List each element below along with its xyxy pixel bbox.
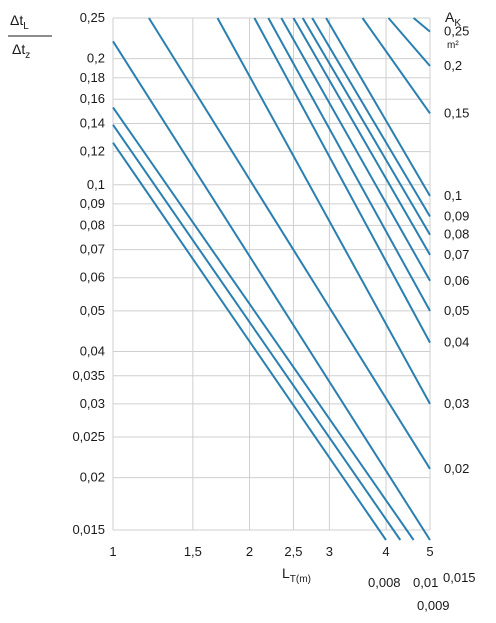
- x-tick-label: 2: [246, 544, 253, 559]
- series-line: [112, 124, 402, 541]
- x-axis-title: LT(m): [282, 565, 311, 585]
- series-label: 0,008: [368, 575, 401, 590]
- series-line: [301, 17, 431, 236]
- series-label: 0,02: [444, 461, 469, 476]
- series-label: 0,07: [444, 247, 469, 262]
- y-tick-label: 0,1: [87, 177, 105, 192]
- series-label: 0,009: [417, 598, 450, 613]
- x-axis-label: LT(m): [282, 565, 311, 585]
- series-label: 0,09: [444, 208, 469, 223]
- grid: [112, 17, 431, 531]
- x-tick-label: 5: [426, 544, 433, 559]
- y-tick-label: 0,06: [80, 270, 105, 285]
- series-line: [112, 106, 415, 541]
- y-axis-title: ΔtL Δtz: [8, 12, 52, 61]
- series-line: [311, 17, 431, 218]
- y-tick-label: 0,16: [80, 91, 105, 106]
- series-label: 0,15: [444, 105, 469, 120]
- series-line: [387, 17, 431, 67]
- x-tick-label: 4: [382, 544, 389, 559]
- y-tick-label: 0,07: [80, 242, 105, 257]
- series-label: 0,03: [444, 396, 469, 411]
- x-tick-label: 3: [326, 544, 333, 559]
- y-tick-label: 0,14: [80, 116, 105, 131]
- y-tick-label: 0,015: [72, 522, 105, 537]
- right-axis-title: AK m²: [445, 9, 461, 51]
- y-tick-label: 0,09: [80, 196, 105, 211]
- series-label: 0,015: [443, 570, 476, 585]
- x-tick-label: 1,5: [184, 544, 202, 559]
- y-tick-label: 0,02: [80, 470, 105, 485]
- y-tick-label: 0,2: [87, 51, 105, 66]
- y-tick-label: 0,025: [72, 429, 105, 444]
- series-lines: [112, 17, 431, 541]
- y-tick-label: 0,035: [72, 368, 105, 383]
- series-labels: 0,008 0,009 0,01 0,015 0,02 0,03 0,04 0,05 0,06 0…: [368, 24, 476, 613]
- series-label: 0,2: [444, 58, 462, 73]
- y-tick-labels: 0,25 0,2 0,18 0,16 0,14 0,12 0,1 0,09 0,08 0,07 0,…: [72, 10, 105, 537]
- x-tick-label: 2,5: [284, 544, 302, 559]
- series-line: [253, 17, 431, 344]
- series-line: [280, 17, 431, 282]
- y-axis-numerator: ΔtL: [10, 12, 29, 32]
- y-tick-label: 0,18: [80, 70, 105, 85]
- y-tick-label: 0,04: [80, 344, 105, 359]
- series-label: 0,05: [444, 303, 469, 318]
- series-line: [292, 17, 431, 256]
- series-line: [112, 40, 431, 541]
- y-tick-label: 0,12: [80, 144, 105, 159]
- series-line: [148, 17, 431, 470]
- series-line: [216, 17, 431, 405]
- y-tick-label: 0,08: [80, 217, 105, 232]
- y-axis-denominator: Δtz: [12, 41, 30, 61]
- series-label: 0,08: [444, 227, 469, 242]
- y-tick-label: 0,03: [80, 396, 105, 411]
- series-line: [325, 17, 431, 197]
- y-tick-label: 0,25: [80, 10, 105, 25]
- series-label: 0,1: [444, 188, 462, 203]
- series-line: [361, 17, 431, 114]
- right-axis-unit: m²: [447, 40, 459, 51]
- y-tick-label: 0,05: [80, 303, 105, 318]
- x-tick-label: 1: [109, 544, 116, 559]
- series-label: 0,01: [413, 575, 438, 590]
- series-label: 0,25: [444, 24, 469, 39]
- series-line: [267, 17, 431, 312]
- series-label: 0,06: [444, 273, 469, 288]
- series-label: 0,04: [444, 335, 469, 350]
- right-axis-main: AK: [445, 9, 461, 29]
- series-line: [112, 142, 387, 541]
- series-line: [412, 17, 431, 33]
- x-tick-labels: 1 1,5 2 2,5 3 4 5: [109, 544, 433, 559]
